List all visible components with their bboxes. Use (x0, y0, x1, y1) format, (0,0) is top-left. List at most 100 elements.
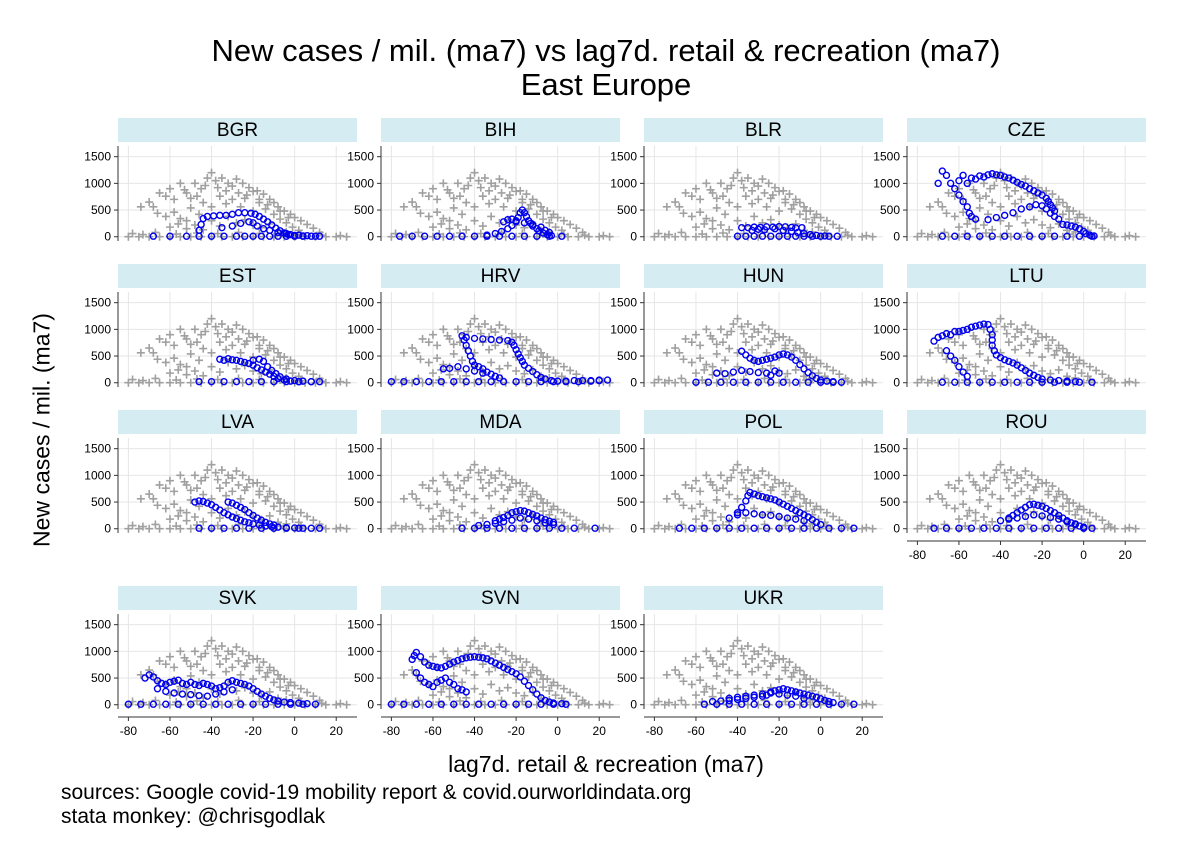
y-tick-label: 1500 (347, 150, 374, 164)
panel-title: BGR (217, 120, 258, 141)
background-point (1011, 186, 1020, 195)
background-point (470, 700, 479, 709)
y-tick-label: 1000 (610, 644, 637, 658)
background-point (1083, 518, 1092, 527)
y-tick-label: 500 (617, 671, 637, 685)
background-point (153, 501, 162, 510)
highlight-point (412, 377, 421, 386)
background-point (716, 512, 725, 521)
background-point (1017, 474, 1026, 483)
background-point (754, 700, 763, 709)
background-point (253, 478, 262, 487)
background-point (234, 228, 243, 237)
background-point (822, 216, 831, 225)
highlight-point (775, 686, 783, 694)
background-point (708, 508, 717, 517)
background-point (491, 487, 500, 496)
background-point (342, 524, 351, 533)
background-point (532, 502, 541, 511)
background-point (940, 374, 949, 383)
background-point (681, 378, 690, 387)
highlight-point (508, 516, 516, 524)
background-point (959, 354, 968, 363)
panel-title: EST (219, 266, 256, 287)
background-point (539, 353, 548, 362)
highlight-point (942, 347, 951, 355)
background-point (858, 232, 867, 241)
background-point (336, 699, 345, 708)
highlight-point (800, 694, 808, 703)
panel-strip (118, 118, 357, 142)
background-point (843, 699, 852, 708)
source-note: sources: Google covid-19 mobility report… (61, 781, 692, 804)
background-point (781, 341, 790, 350)
highlight-point (1025, 501, 1034, 509)
highlight-point (792, 356, 800, 365)
highlight-point (775, 524, 783, 532)
highlight-point (737, 347, 746, 355)
background-point (681, 188, 690, 197)
background-point (458, 356, 467, 365)
highlight-point (942, 524, 951, 532)
background-point (758, 321, 767, 330)
background-point (553, 232, 562, 241)
background-point (572, 224, 581, 233)
background-point (453, 179, 462, 188)
highlight-point (466, 653, 475, 661)
background-point (1106, 523, 1115, 532)
background-point (303, 220, 312, 229)
highlight-point (988, 170, 996, 178)
background-point (917, 229, 926, 238)
background-point (986, 476, 995, 485)
y-tick-label: 1500 (873, 150, 900, 164)
highlight-point (295, 377, 303, 386)
highlight-point (433, 232, 441, 240)
background-point (698, 376, 707, 385)
background-point (708, 516, 717, 525)
highlight-point (980, 524, 988, 532)
background-point (186, 194, 195, 203)
background-point (512, 499, 521, 508)
background-point (445, 216, 454, 225)
background-point (913, 524, 922, 533)
background-point (566, 688, 575, 697)
highlight-point (1000, 378, 1009, 386)
highlight-point (1055, 215, 1063, 223)
panel-strip (118, 264, 357, 288)
background-point (503, 683, 512, 692)
background-point (1023, 520, 1032, 529)
background-point (1029, 361, 1038, 370)
background-point (1100, 524, 1109, 533)
background-point (847, 378, 856, 387)
highlight-point (187, 700, 195, 708)
background-point (192, 192, 201, 201)
background-point (520, 369, 529, 378)
highlight-point (508, 232, 516, 240)
background-point (770, 475, 779, 484)
background-point (708, 224, 717, 233)
background-point (708, 216, 717, 225)
background-point (979, 179, 988, 188)
background-point (1013, 504, 1022, 513)
highlight-point (282, 523, 291, 532)
background-point (265, 663, 274, 672)
highlight-point (688, 524, 696, 532)
highlight-point (508, 509, 516, 517)
background-point (1048, 336, 1057, 345)
background-point (1098, 224, 1107, 233)
highlight-point (1088, 524, 1096, 532)
background-point (387, 524, 396, 533)
background-point (145, 232, 154, 241)
background-point (190, 366, 199, 375)
background-point (770, 651, 779, 660)
background-point (170, 500, 179, 509)
highlight-point (1055, 376, 1063, 385)
background-point (965, 360, 974, 369)
background-point (439, 682, 448, 691)
highlight-point (462, 654, 470, 662)
background-point (155, 524, 164, 533)
highlight-point (468, 357, 477, 366)
background-point (1131, 524, 1140, 533)
highlight-point (800, 524, 808, 532)
background-point (215, 660, 224, 669)
